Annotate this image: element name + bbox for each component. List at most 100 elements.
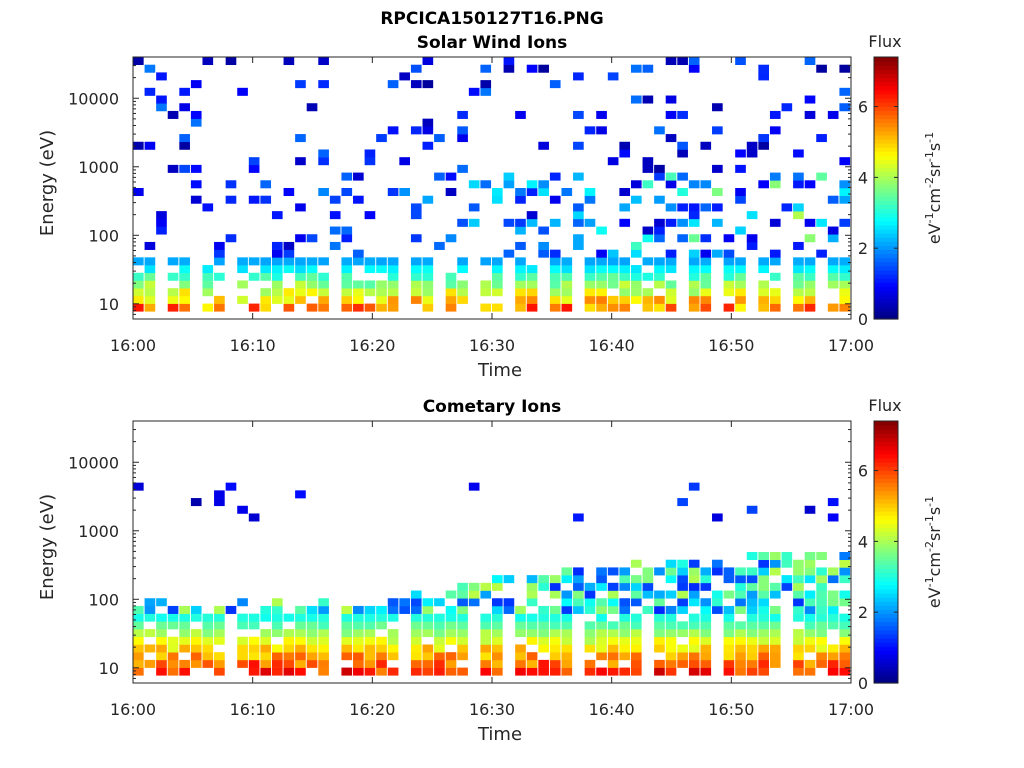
heatmap-cell — [156, 72, 167, 81]
heatmap-cell — [434, 598, 445, 607]
heatmap-cell — [237, 295, 248, 304]
y-tick-label: 10000 — [68, 89, 119, 108]
heatmap-cell — [283, 644, 295, 653]
heatmap-cell — [457, 613, 468, 622]
heatmap-cell — [445, 652, 457, 661]
heatmap-cell — [214, 241, 225, 250]
heatmap-cell — [654, 644, 665, 653]
heatmap-cell — [700, 265, 712, 274]
heatmap-cell — [422, 280, 434, 289]
heatmap-cell — [665, 134, 677, 143]
heatmap-cell — [248, 157, 260, 166]
heatmap-cell — [225, 195, 237, 204]
heatmap-cell — [283, 636, 295, 645]
heatmap-cell — [422, 613, 434, 622]
spectrogram-solar-wind-ions: Solar Wind Ions 16:00 16:10 16:20 16:30 16:40… — [37, 32, 944, 381]
heatmap-cell — [434, 636, 445, 645]
heatmap-cell — [457, 644, 468, 653]
heatmap-cell — [492, 303, 503, 312]
heatmap-cell — [492, 598, 503, 607]
heatmap-cell — [144, 272, 156, 281]
heatmap-cell — [700, 295, 712, 304]
heatmap-cell — [758, 667, 769, 676]
heatmap-cell — [654, 295, 665, 304]
heatmap-cell — [746, 505, 758, 514]
heatmap-cell — [839, 559, 851, 568]
heatmap-cell — [573, 605, 584, 614]
heatmap-cell — [688, 636, 700, 645]
heatmap-cell — [167, 295, 179, 304]
colorbar-segment — [874, 142, 898, 148]
heatmap-cell — [769, 567, 781, 576]
heatmap-cell — [538, 249, 549, 258]
heatmap-cell — [248, 257, 260, 266]
heatmap-cell — [700, 621, 712, 630]
heatmap-cell — [526, 218, 538, 227]
heatmap-cell — [549, 303, 561, 312]
colorbar-segment — [874, 179, 898, 185]
heatmap-cell — [619, 667, 631, 676]
heatmap-cell — [735, 272, 746, 281]
heatmap-cell — [630, 613, 642, 622]
colorbar-segment — [874, 662, 898, 668]
heatmap-cell — [769, 590, 781, 599]
heatmap-cell — [237, 621, 248, 630]
colorbar-segment — [874, 457, 898, 463]
heatmap-cell — [549, 257, 561, 266]
heatmap-cell — [700, 288, 712, 297]
heatmap-cell — [283, 303, 295, 312]
heatmap-cell — [515, 303, 526, 312]
heatmap-cell — [410, 234, 422, 243]
heatmap-cell — [156, 226, 167, 235]
heatmap-cell — [839, 303, 851, 312]
heatmap-cell — [573, 172, 584, 181]
colorbar-segment — [874, 138, 898, 144]
heatmap-cell — [804, 57, 816, 66]
heatmap-cell — [144, 613, 156, 622]
heatmap-cell — [445, 590, 457, 599]
heatmap-cell — [503, 172, 515, 181]
x-tick-label: 16:10 — [230, 336, 276, 355]
colorbar-segment — [874, 122, 898, 128]
heatmap-cell — [260, 272, 272, 281]
colorbar-tick-label: 0 — [858, 310, 868, 329]
heatmap-cell — [642, 295, 654, 304]
heatmap-cell — [839, 288, 851, 297]
heatmap-cell — [237, 280, 248, 289]
heatmap-cell — [202, 644, 214, 653]
heatmap-cell — [619, 295, 631, 304]
colorbar-segment — [874, 543, 898, 549]
heatmap-cell — [573, 241, 584, 250]
colorbar-segment — [874, 163, 898, 169]
heatmap-cell — [677, 57, 688, 66]
heatmap-cell — [642, 288, 654, 297]
heatmap-cell — [271, 288, 283, 297]
heatmap-cell — [515, 188, 526, 197]
heatmap-cell — [700, 605, 712, 614]
heatmap-cell — [503, 575, 515, 584]
colorbar-segment — [874, 118, 898, 124]
heatmap-cell — [665, 249, 677, 258]
heatmap-cell — [410, 257, 422, 266]
heatmap-cell — [827, 644, 839, 653]
colorbar-segment — [874, 588, 898, 594]
heatmap-cell — [665, 659, 677, 668]
heatmap-cell — [688, 288, 700, 297]
heatmap-cell — [758, 613, 769, 622]
heatmap-cell — [665, 110, 677, 119]
heatmap-cell — [214, 667, 225, 676]
colorbar-segment — [874, 286, 898, 291]
y-axis-label: Energy (eV) — [37, 130, 58, 236]
heatmap-cell — [769, 659, 781, 668]
colorbar-segment — [874, 621, 898, 627]
heatmap-cell — [179, 257, 190, 266]
colorbar-segment — [874, 572, 898, 578]
unit-exponent: -1 — [923, 496, 936, 507]
heatmap-cell — [133, 605, 144, 614]
heatmap-cell — [723, 567, 735, 576]
heatmap-cell — [353, 288, 364, 297]
heatmap-cell — [688, 257, 700, 266]
heatmap-cell — [480, 288, 492, 297]
heatmap-cell — [179, 659, 190, 668]
